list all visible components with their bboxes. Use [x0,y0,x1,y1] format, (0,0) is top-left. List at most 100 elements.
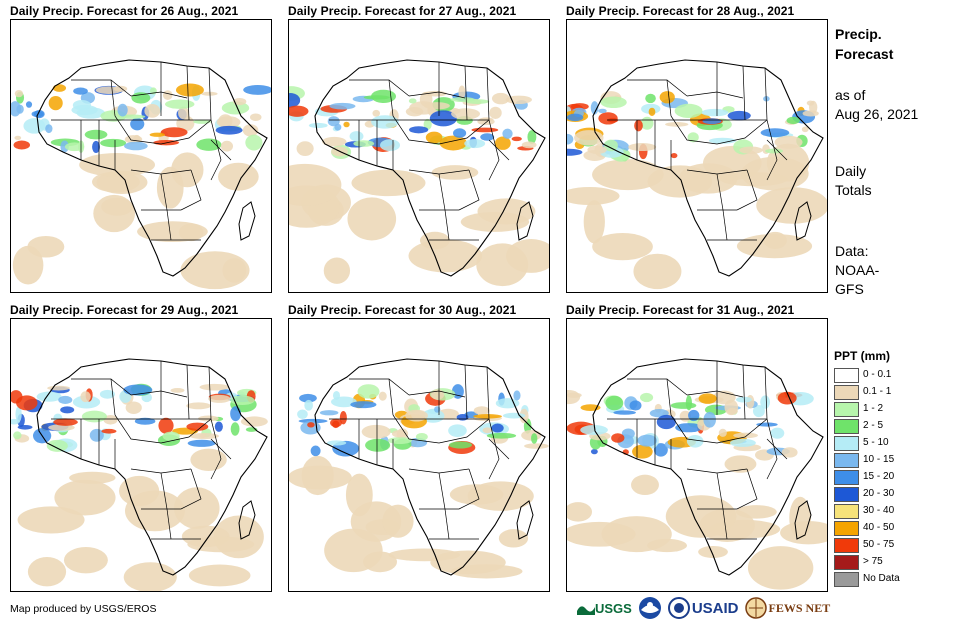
country-border [736,468,758,510]
precip-patch [45,124,53,134]
country-border [438,472,446,510]
precip-patch [648,107,656,117]
panel-title: Daily Precip. Forecast for 31 Aug., 2021 [566,303,795,317]
country-border [110,378,116,416]
fewsnet-logo: FEWS NET [744,597,830,619]
precip-patch [25,101,33,108]
precip-patch [198,415,219,422]
precip-patch [590,101,599,115]
precip-patch [170,388,185,393]
precip-patch [329,102,356,110]
country-border [627,378,688,396]
legend-swatch [834,538,859,553]
precip-patch [567,521,636,547]
precip-patch [633,253,682,290]
precip-patch [300,421,321,435]
precip-patch [103,415,118,425]
precip-patch [482,427,493,434]
data-line: GFS [835,281,864,297]
totals-line: Daily [835,163,867,179]
agency-logos: USGS USAID FEWS NET [577,594,830,622]
precip-patch [190,448,227,471]
precip-patch [73,87,88,95]
country-border [464,65,468,121]
precip-patch [99,389,116,399]
legend-label: 20 - 30 [863,488,895,499]
precip-patch [387,437,413,444]
precip-patch [450,97,475,103]
precip-patch [747,546,814,590]
precip-patch [498,529,529,548]
country-border [716,418,768,444]
legend-item: 10 - 15 [834,453,894,470]
panel-title: Daily Precip. Forecast for 26 Aug., 2021 [10,4,239,18]
country-border [208,366,212,420]
precip-patch [760,395,771,409]
asof-line: as of [835,87,866,103]
country-border [114,414,162,444]
precip-patch [72,395,101,409]
country-border [722,209,728,241]
noaa-seal-icon [638,597,661,619]
precip-patch [801,126,809,133]
precip-patch [580,425,608,435]
precip-patch [613,410,636,415]
country-border [488,119,500,181]
precip-patch [698,393,717,404]
precip-patch [486,432,517,439]
legend-swatch [834,521,859,536]
legend-items: 0 - 0.1 0.1 - 1 1 - 2 2 - 5 5 - 10 10 - 15 15 … [834,368,900,589]
precip-patch [718,428,727,437]
precip-patch [13,431,22,440]
legend-label: No Data [863,573,900,584]
precip-patch [60,140,69,153]
precip-patch [245,134,263,151]
precip-patch [326,440,347,446]
precip-map [288,19,550,293]
precip-patch [220,140,234,152]
precip-patch [423,118,432,130]
precip-patch [53,418,78,426]
legend-item: > 75 [834,555,890,572]
precip-patch [686,434,704,448]
precip-patch [175,83,204,97]
precip-patch [567,502,593,522]
country-border [716,173,724,211]
precip-patch [603,139,618,152]
precip-patch [188,564,251,587]
precip-patch [425,131,443,144]
precip-patch [505,95,532,105]
country-border [444,209,450,241]
precip-patch [480,133,495,141]
country-border [438,173,446,211]
precip-patch [54,479,116,516]
precip-patch [629,400,642,411]
precip-patch [451,108,481,120]
precip-patch [409,126,429,134]
usaid-logo-text: USAID [691,599,739,617]
map-credit: Map produced by USGS/EROS [10,603,157,615]
country-border [160,119,212,145]
precip-patch [243,84,271,95]
precip-patch [162,431,180,441]
sidebar-title-line: Precip. [835,26,882,42]
precip-patch [473,406,490,415]
ppt-legend: PPT (mm) 0 - 0.1 0.1 - 1 1 - 2 2 - 5 5 - 10 1… [834,349,900,589]
usaid-seal-icon [667,597,690,619]
country-border [736,169,758,211]
precip-patch [592,233,653,261]
totals-line: Totals [835,182,872,198]
precip-patch [780,521,827,545]
precip-patch [230,406,241,422]
legend-label: 2 - 5 [863,420,884,431]
precip-patch [347,197,397,241]
precip-patch [162,90,173,100]
precip-patch [640,116,654,130]
country-border [742,65,746,121]
precip-patch [430,550,506,575]
legend-label: 1 - 2 [863,403,884,414]
precip-patch [448,441,473,449]
precip-patch [308,122,328,129]
rain-bands [297,384,549,457]
precip-patch [423,102,450,110]
